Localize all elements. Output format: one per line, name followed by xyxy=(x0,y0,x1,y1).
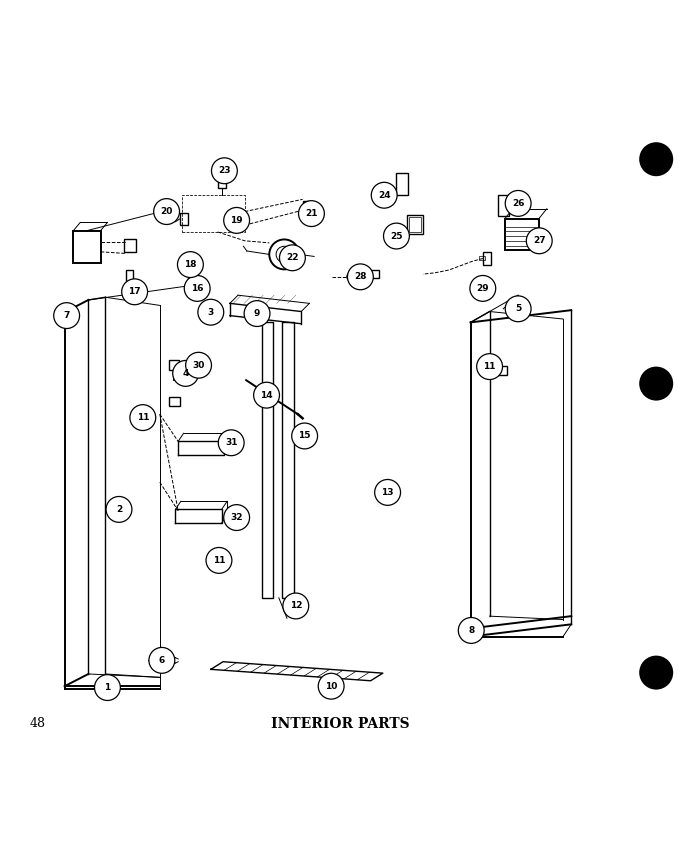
Text: 2: 2 xyxy=(116,505,122,514)
Circle shape xyxy=(154,199,180,225)
Circle shape xyxy=(458,617,484,643)
Circle shape xyxy=(218,429,244,456)
Circle shape xyxy=(347,264,373,290)
Text: 27: 27 xyxy=(533,237,545,245)
Circle shape xyxy=(244,301,270,327)
Text: 26: 26 xyxy=(512,199,524,208)
Circle shape xyxy=(198,299,224,325)
Text: 24: 24 xyxy=(378,191,390,200)
Text: 48: 48 xyxy=(29,717,46,730)
Text: 6: 6 xyxy=(158,656,165,665)
Text: 21: 21 xyxy=(305,209,318,218)
Bar xyxy=(73,231,101,264)
Circle shape xyxy=(106,497,132,522)
Circle shape xyxy=(279,245,305,271)
Text: 25: 25 xyxy=(390,232,403,241)
Circle shape xyxy=(130,405,156,430)
Circle shape xyxy=(149,647,175,674)
Text: 13: 13 xyxy=(381,488,394,497)
Text: 5: 5 xyxy=(515,304,522,313)
Bar xyxy=(479,256,485,260)
Text: 8: 8 xyxy=(468,626,475,635)
Bar xyxy=(396,173,408,195)
Circle shape xyxy=(526,228,552,253)
Text: 20: 20 xyxy=(160,207,173,216)
Bar xyxy=(180,213,188,225)
Bar xyxy=(262,322,273,598)
Text: 9: 9 xyxy=(254,309,260,318)
Text: 31: 31 xyxy=(225,438,237,447)
Circle shape xyxy=(254,382,279,408)
Circle shape xyxy=(54,302,80,328)
Text: 11: 11 xyxy=(213,556,225,565)
Text: 19: 19 xyxy=(231,216,243,225)
Circle shape xyxy=(470,275,496,301)
Bar xyxy=(483,253,491,264)
Circle shape xyxy=(384,223,409,249)
Circle shape xyxy=(371,183,397,208)
Bar xyxy=(371,270,379,278)
Bar xyxy=(407,215,423,234)
Circle shape xyxy=(224,504,250,530)
Text: 28: 28 xyxy=(354,272,367,281)
Circle shape xyxy=(477,354,503,380)
Text: 7: 7 xyxy=(63,311,70,320)
Circle shape xyxy=(95,674,120,701)
Bar xyxy=(124,239,136,253)
Circle shape xyxy=(186,352,211,378)
Bar xyxy=(505,219,539,249)
Bar xyxy=(303,200,309,216)
Text: 14: 14 xyxy=(260,391,273,400)
Bar xyxy=(218,175,226,188)
Bar xyxy=(498,366,507,375)
Circle shape xyxy=(177,252,203,278)
Circle shape xyxy=(122,279,148,305)
Circle shape xyxy=(318,674,344,699)
Text: 16: 16 xyxy=(191,284,203,293)
Circle shape xyxy=(505,190,531,216)
Text: 15: 15 xyxy=(299,431,311,440)
Circle shape xyxy=(505,296,531,322)
Text: 18: 18 xyxy=(184,260,197,269)
Text: 30: 30 xyxy=(192,360,205,370)
Text: 32: 32 xyxy=(231,513,243,522)
Text: 1: 1 xyxy=(104,683,111,692)
Text: 17: 17 xyxy=(129,287,141,296)
Bar xyxy=(173,370,180,381)
Bar xyxy=(169,360,179,370)
Circle shape xyxy=(224,207,250,233)
Circle shape xyxy=(299,200,324,226)
Bar xyxy=(409,217,421,232)
Circle shape xyxy=(375,479,401,505)
Text: INTERIOR PARTS: INTERIOR PARTS xyxy=(271,717,409,731)
Circle shape xyxy=(639,656,673,690)
Circle shape xyxy=(211,157,237,184)
Circle shape xyxy=(206,547,232,573)
Bar xyxy=(282,322,294,598)
Bar xyxy=(126,270,133,281)
Circle shape xyxy=(283,593,309,619)
Circle shape xyxy=(639,366,673,401)
Text: 10: 10 xyxy=(325,682,337,690)
Circle shape xyxy=(292,423,318,449)
Circle shape xyxy=(184,275,210,301)
Text: 11: 11 xyxy=(137,413,149,422)
Text: 11: 11 xyxy=(483,362,496,371)
Text: 3: 3 xyxy=(207,307,214,317)
Text: 23: 23 xyxy=(218,166,231,175)
Text: 29: 29 xyxy=(477,284,489,293)
Bar xyxy=(188,273,194,284)
Circle shape xyxy=(639,142,673,176)
Text: 4: 4 xyxy=(182,369,189,378)
Circle shape xyxy=(173,360,199,386)
Bar xyxy=(169,397,180,406)
Text: 12: 12 xyxy=(290,601,302,610)
Text: 22: 22 xyxy=(286,253,299,263)
Bar xyxy=(498,195,509,216)
